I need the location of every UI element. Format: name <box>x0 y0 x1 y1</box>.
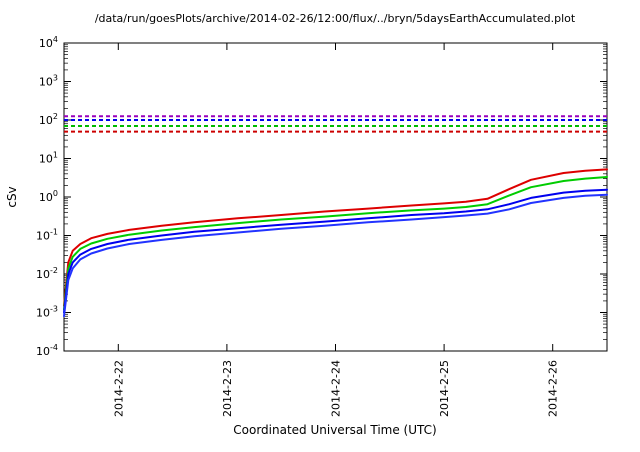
y-tick-label: 102 <box>39 112 58 127</box>
y-tick-label: 103 <box>39 74 58 89</box>
x-axis-title: Coordinated Universal Time (UTC) <box>233 423 436 437</box>
y-tick-label: 10-1 <box>36 228 58 243</box>
plot-frame <box>63 42 608 352</box>
y-tick-label: 104 <box>39 35 58 50</box>
x-tick-label: 2014-2-25 <box>438 360 451 417</box>
y-tick-label: 10-2 <box>36 266 58 281</box>
series-accumulated-red <box>63 168 608 307</box>
x-tick-label: 2014-2-26 <box>547 360 560 417</box>
y-axis-title: cSv <box>5 186 19 207</box>
chart-title: /data/run/goesPlots/archive/2014-02-26/1… <box>95 12 576 25</box>
x-tick-label: 2014-2-23 <box>221 360 234 417</box>
x-tick-label: 2014-2-22 <box>112 360 125 417</box>
y-tick-label: 100 <box>39 189 58 204</box>
plot-area: 10-4 10-3 10-2 10-1 100 101 102 103 104 2014-2-22… <box>36 35 608 417</box>
y-tick-label: 10-4 <box>36 343 58 358</box>
y-tick-label: 101 <box>39 151 58 166</box>
y-tick-label: 10-3 <box>36 305 58 320</box>
series-accumulated-blue-lower <box>63 193 608 318</box>
series-accumulated-green <box>63 176 608 311</box>
x-tick-label: 2014-2-24 <box>330 360 343 417</box>
series-accumulated-blue-upper <box>63 188 608 314</box>
